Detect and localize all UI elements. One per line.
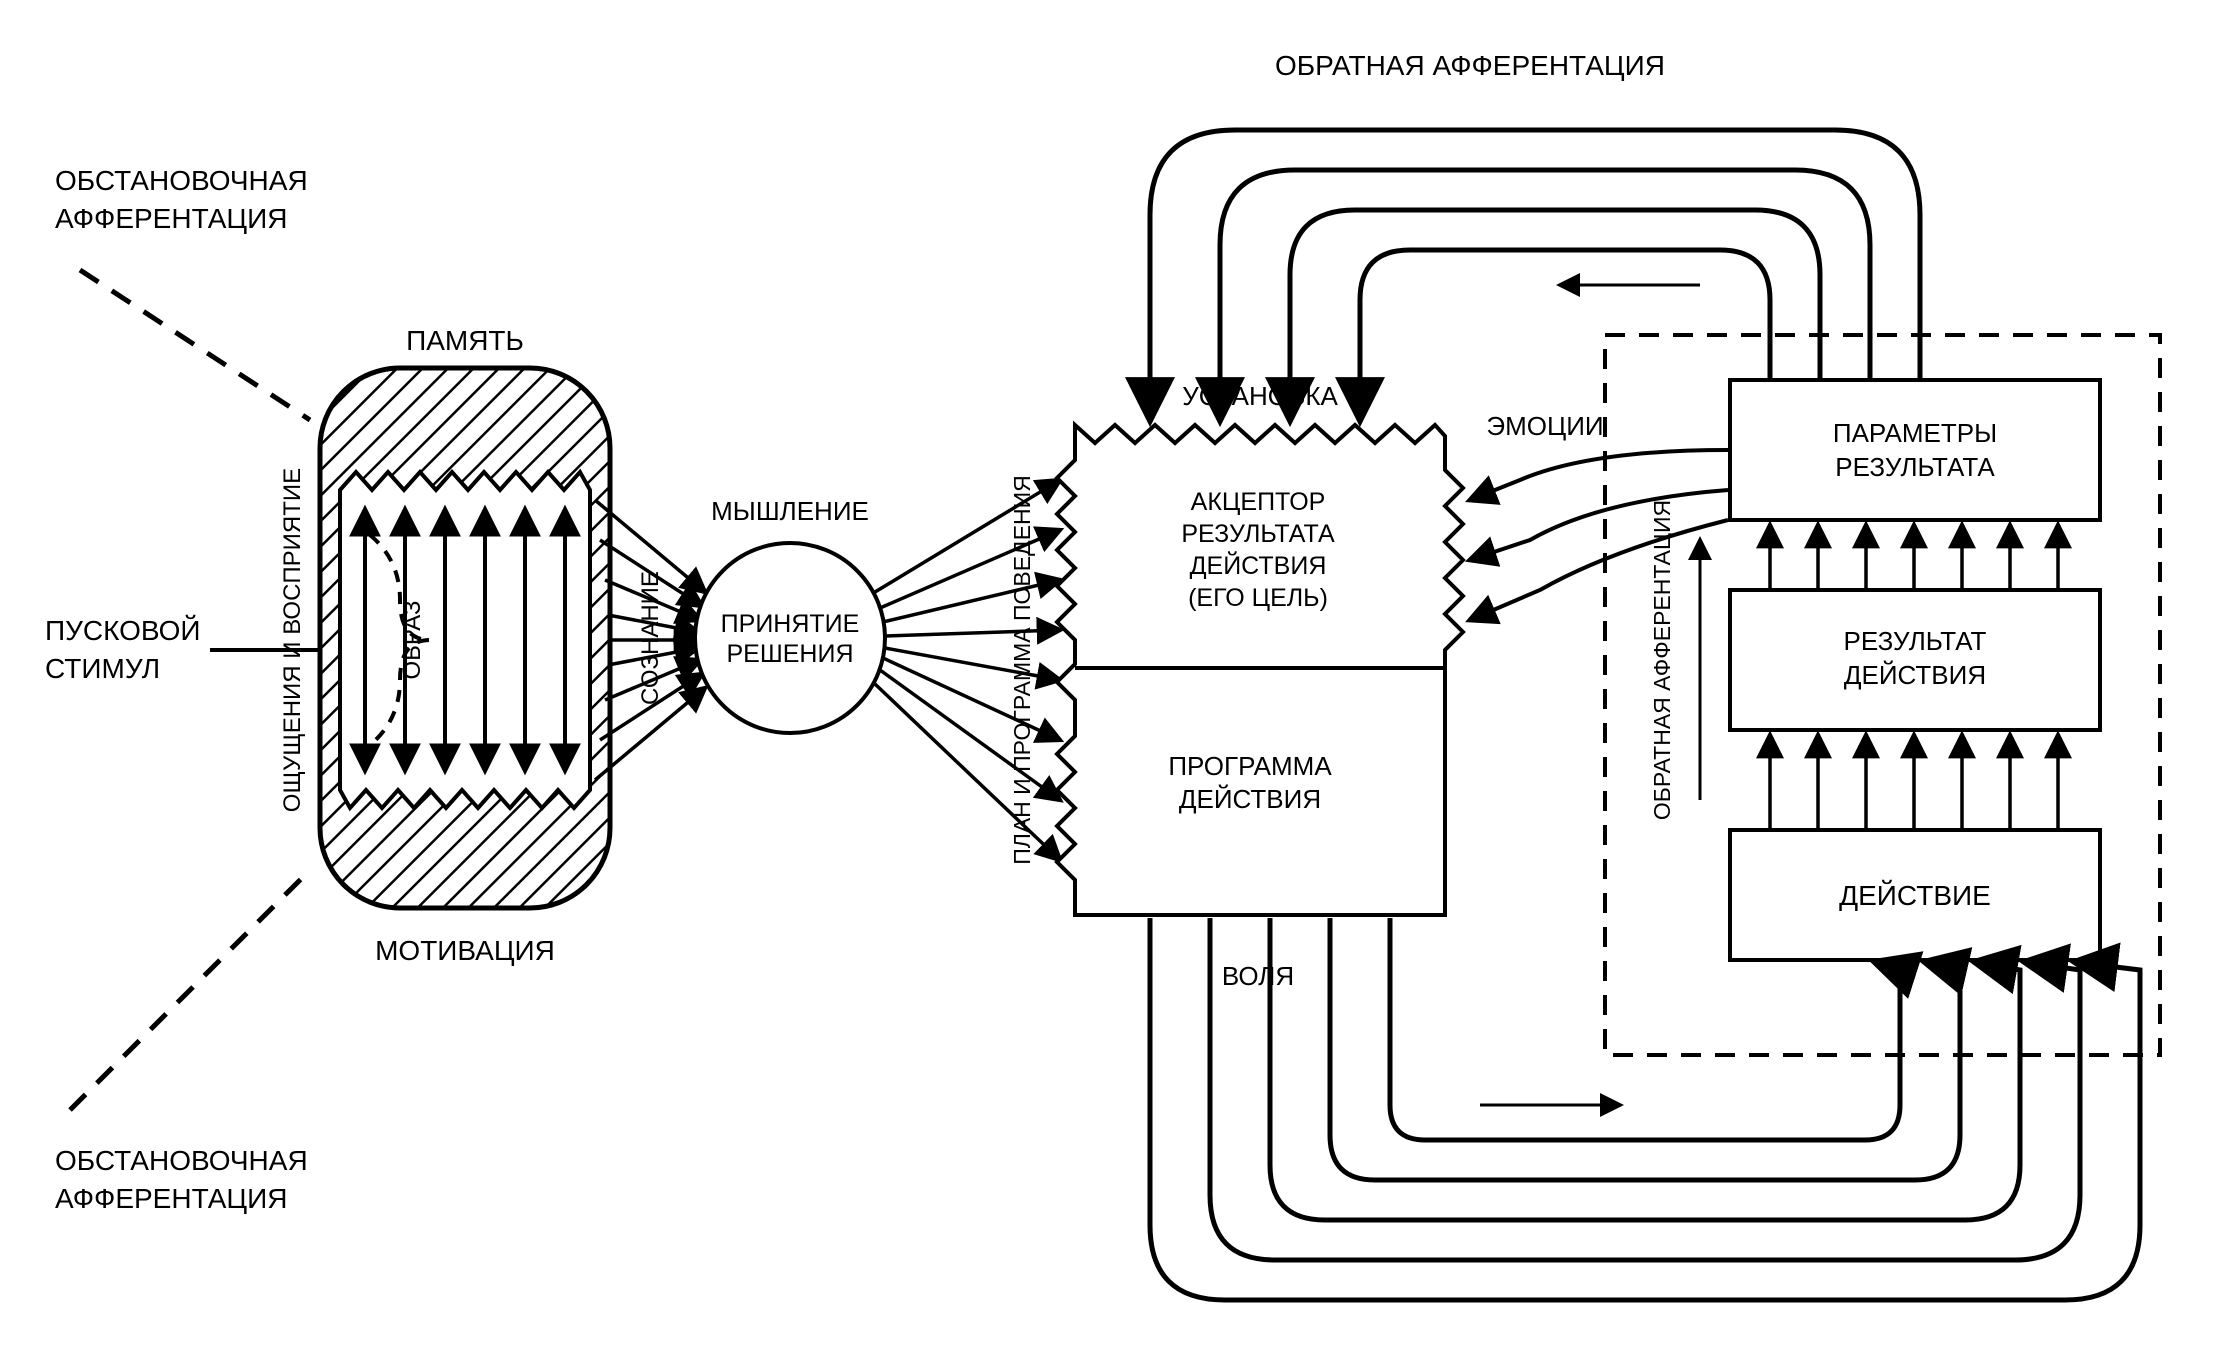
decision-circle [695,543,885,733]
label-result1: РЕЗУЛЬТАТ [1844,626,1987,656]
label-params2: РЕЗУЛЬТАТА [1835,452,1995,482]
label-params1: ПАРАМЕТРЫ [1833,418,1997,448]
label-situational-bot1: ОБСТАНОВОЧНАЯ [55,1145,308,1176]
label-motivation: МОТИВАЦИЯ [375,935,555,966]
label-image: ОБРАЗ [399,600,426,679]
label-acceptor2: РЕЗУЛЬТАТА [1181,520,1335,548]
label-action: ДЕЙСТВИЕ [1839,880,1991,911]
label-plan-program: ПЛАН И ПРОГРАММА ПОВЕДЕНИЯ [1009,475,1035,865]
label-result2: ДЕЙСТВИЯ [1844,660,1986,690]
label-setup: УСТАНОВКА [1182,381,1338,411]
label-decision2: РЕШЕНИЯ [726,640,853,668]
label-thinking: МЫШЛЕНИЕ [711,496,869,526]
arrows-action-result [1770,735,2058,828]
params-box [1730,380,2100,520]
memory-block [320,368,610,908]
label-sensation: ОЩУЩЕНИЯ И ВОСПРИЯТИЕ [279,468,306,812]
label-situational-bot2: АФФЕРЕНТАЦИЯ [55,1183,287,1214]
emotion-arrows [1470,450,1728,620]
outer-feedback-loops [1150,130,1920,420]
label-decision1: ПРИНЯТИЕ [721,610,860,638]
bottom-loops [1150,918,2140,1300]
label-feedback-vert: ОБРАТНАЯ АФФЕРЕНТАЦИЯ [1649,500,1675,820]
functional-system-diagram: ОБРАТНАЯ АФФЕРЕНТАЦИЯ ОБСТАНОВОЧНАЯ АФФЕ… [0,0,2237,1369]
dashed-line-bottom [70,870,310,1110]
label-memory: ПАМЯТЬ [406,325,524,356]
label-trigger2: СТИМУЛ [45,653,160,684]
title-feedback-afferentation: ОБРАТНАЯ АФФЕРЕНТАЦИЯ [1275,50,1665,81]
label-emotions: ЭМОЦИИ [1486,411,1603,441]
label-trigger1: ПУСКОВОЙ [45,615,201,646]
dashed-line-top [80,270,310,420]
arrows-result-params [1770,525,2058,588]
label-acceptor1: АКЦЕПТОР [1191,488,1326,516]
label-will: ВОЛЯ [1222,961,1294,991]
label-situational-top2: АФФЕРЕНТАЦИЯ [55,203,287,234]
label-acceptor3: ДЕЙСТВИЯ [1190,550,1327,580]
label-program2: ДЕЙСТВИЯ [1179,784,1321,814]
label-situational-top1: ОБСТАНОВОЧНАЯ [55,165,308,196]
label-program1: ПРОГРАММА [1168,751,1332,781]
label-consciousness: СОЗНАНИЕ [637,571,664,705]
label-acceptor4: (ЕГО ЦЕЛЬ) [1188,584,1328,612]
